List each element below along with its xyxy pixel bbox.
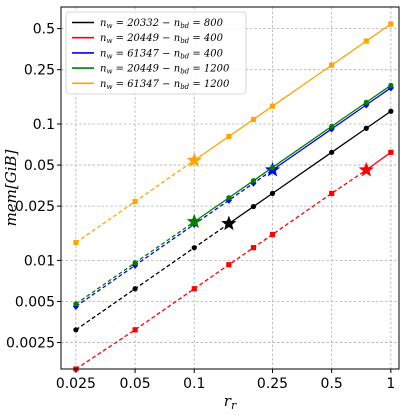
y-axis-label: mem[GiB] [2, 149, 20, 226]
data-point [363, 99, 369, 105]
data-point [250, 245, 257, 251]
data-point [363, 38, 369, 44]
data-point [329, 123, 335, 129]
data-point [269, 164, 276, 171]
data-point [269, 190, 276, 196]
y-tick-label: 0.05 [24, 158, 55, 174]
data-point [73, 327, 79, 333]
data-point [388, 82, 394, 88]
y-tick-label: 0.005 [15, 294, 55, 310]
data-point [388, 21, 394, 27]
star-marker [358, 161, 374, 177]
series [72, 84, 394, 311]
star-marker [186, 213, 202, 229]
series-line-solid [193, 84, 392, 223]
data-point [250, 116, 257, 123]
data-point [388, 149, 394, 155]
data-point [329, 149, 335, 155]
data-point [388, 108, 394, 114]
series-line-dashed [75, 169, 367, 370]
plot-frame [60, 6, 400, 370]
series-line-dashed [75, 223, 230, 331]
series-layer [72, 21, 394, 372]
data-point [250, 203, 257, 210]
y-tick-label: 0.25 [24, 63, 55, 79]
data-point [329, 190, 335, 196]
data-point [329, 62, 335, 68]
data-point [226, 262, 232, 268]
data-point [132, 286, 138, 292]
x-tick-label: 0.5 [321, 376, 343, 392]
data-point [191, 245, 197, 251]
data-point [132, 198, 138, 205]
legend-entry: nw = 20449 − nbd = 1200 [100, 64, 230, 76]
series [73, 82, 394, 307]
y-tick-label: 0.5 [33, 22, 55, 38]
tick-layer: 0.025 0.05 0.1 0.25 0.5 1 0.0025 0.005 0.01 0.025… [6, 22, 395, 392]
data-point [226, 195, 232, 201]
data-point [73, 301, 79, 307]
x-axis-label: rr [224, 392, 237, 412]
series-line-solid [365, 151, 392, 171]
data-point [73, 240, 79, 246]
data-point [269, 231, 276, 238]
data-point [226, 133, 232, 140]
star-marker [186, 152, 202, 167]
data-point [269, 103, 276, 109]
x-tick-label: 0.025 [56, 376, 96, 392]
series [73, 108, 394, 333]
y-tick-label: 0.01 [24, 253, 55, 269]
star-marker [221, 215, 237, 231]
x-tick-label: 0.25 [257, 376, 288, 392]
legend-entry: nw = 20332 − nbd = 800 [100, 18, 224, 30]
series-line-dashed [75, 169, 273, 307]
series-line-solid [228, 110, 392, 225]
data-point [363, 125, 369, 131]
y-tick-label: 0.025 [15, 199, 55, 215]
series [73, 21, 394, 246]
legend-entry: nw = 61347 − nbd = 400 [100, 48, 224, 60]
legend-entry: nw = 61347 − nbd = 1200 [100, 79, 230, 91]
legend-box [65, 11, 247, 95]
x-tick-label: 0.1 [183, 376, 205, 392]
x-tick-label: 1 [386, 376, 395, 392]
y-tick-label: 0.1 [33, 117, 55, 133]
data-point [132, 260, 138, 266]
x-tick-label: 0.05 [119, 376, 150, 392]
data-point [250, 178, 257, 184]
data-point [191, 286, 197, 292]
series-line-solid [272, 87, 392, 171]
legend-entry: nw = 20449 − nbd = 400 [100, 33, 224, 45]
y-tick-label: 0.0025 [6, 336, 55, 352]
data-point [132, 327, 138, 333]
legend: nw = 20332 − nbd = 800 nw = 20449 − nbd =… [65, 11, 247, 95]
series [73, 149, 394, 372]
